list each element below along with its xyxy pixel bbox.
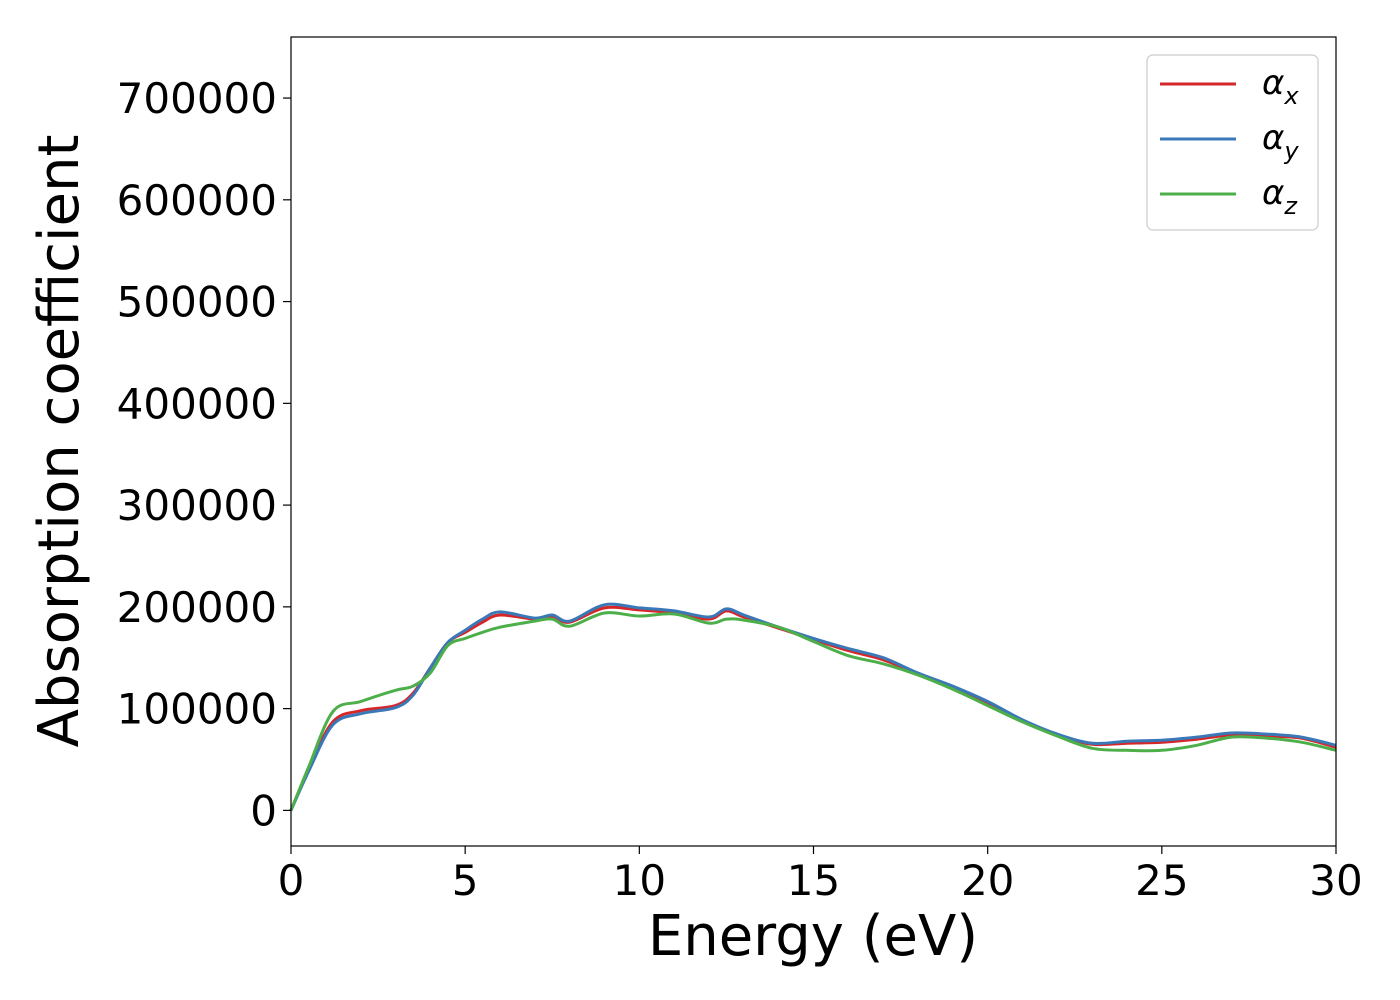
y-tick-label: 500000 bbox=[117, 278, 277, 327]
series-line-alpha-y bbox=[289, 602, 1337, 812]
legend-box bbox=[1146, 54, 1319, 231]
x-tick-label: 10 bbox=[613, 856, 666, 905]
x-tick-label: 15 bbox=[787, 856, 840, 905]
y-tick-label: 0 bbox=[250, 786, 277, 835]
y-axis-ticks: 0 100000 200000 300000 400000 500000 600000 700… bbox=[117, 74, 291, 835]
y-tick-label: 600000 bbox=[117, 176, 277, 225]
y-axis-title: Absorption coefficient bbox=[27, 135, 92, 748]
series-line-alpha-z bbox=[289, 611, 1337, 811]
x-tick-label: 25 bbox=[1135, 856, 1188, 905]
series-layer bbox=[289, 602, 1337, 812]
y-tick-label: 700000 bbox=[117, 74, 277, 123]
y-tick-label: 300000 bbox=[117, 481, 277, 530]
x-tick-label: 0 bbox=[278, 856, 305, 905]
x-tick-label: 30 bbox=[1309, 856, 1362, 905]
x-tick-label: 5 bbox=[452, 856, 479, 905]
y-tick-label: 200000 bbox=[117, 583, 277, 632]
x-axis-ticks: 0 5 10 15 20 25 30 bbox=[278, 846, 1363, 905]
x-axis-title: Energy (eV) bbox=[648, 904, 978, 969]
y-tick-label: 100000 bbox=[117, 685, 277, 734]
x-tick-label: 20 bbox=[961, 856, 1014, 905]
y-tick-label: 400000 bbox=[117, 379, 277, 428]
